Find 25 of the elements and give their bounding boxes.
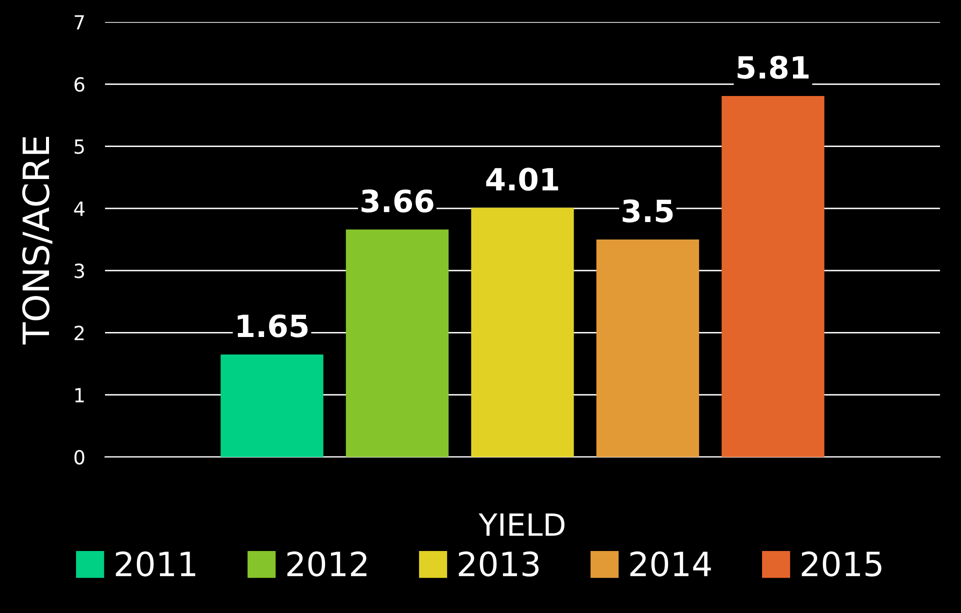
bar: [346, 230, 449, 457]
y-tick-label: 0: [74, 450, 84, 465]
bar: [596, 240, 700, 457]
data-label: 1.65: [238, 314, 308, 338]
bar: [722, 96, 824, 457]
legend-label: 2011: [116, 551, 196, 577]
data-label: 5.81: [738, 56, 809, 79]
y-tick-label: 7: [74, 15, 84, 30]
legend-label: 2015: [802, 551, 882, 577]
y-tick-label: 3: [74, 264, 84, 278]
y-axis-title: TONS/ACRE: [22, 136, 52, 344]
y-tick-label: 5: [74, 139, 84, 154]
legend-label: 2012: [287, 551, 366, 577]
data-label: 3.5: [622, 199, 673, 222]
legend-label: 2014: [630, 551, 711, 577]
y-tick-label: 4: [74, 202, 84, 216]
x-tick-label: YIELD: [478, 513, 564, 536]
y-tick-label: 2: [74, 326, 84, 340]
bar: [220, 354, 324, 457]
data-label: 3.66: [362, 189, 434, 213]
data-label: 4.01: [486, 168, 558, 191]
y-tick-label: 1: [75, 388, 84, 402]
bar: [471, 208, 574, 457]
y-tick-label: 6: [74, 77, 84, 92]
legend-label: 2013: [458, 551, 539, 577]
